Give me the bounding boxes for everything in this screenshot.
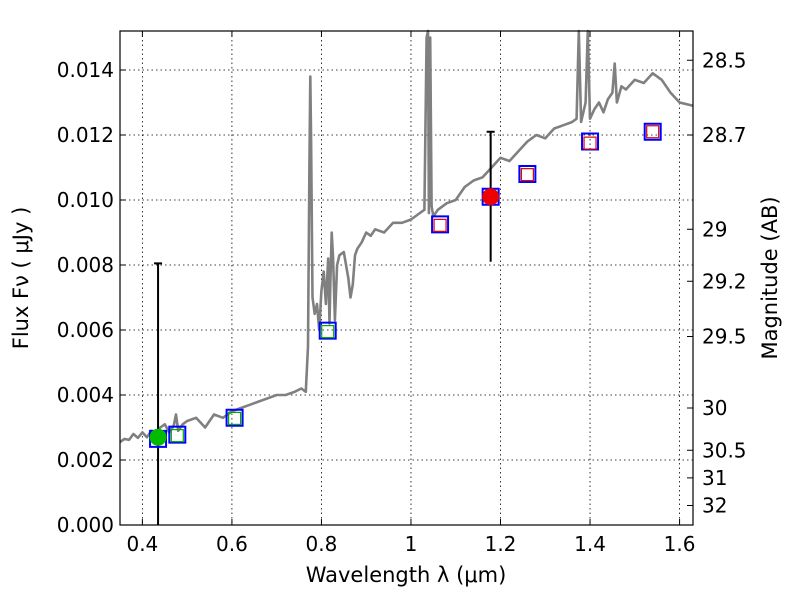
green-photometry-square: [321, 325, 335, 339]
grid-lines: [120, 31, 693, 526]
y-tick-label: 0.000: [57, 513, 114, 537]
x-tick-label: 0.6: [216, 532, 248, 556]
red-photometry-square: [433, 218, 447, 232]
axes-layer: 0.4 0.6 0.8 1 1.2 1.4 1.6 0.000 0.002 0.004 0.006 0…: [57, 31, 747, 556]
mag-tick-label: 30: [702, 396, 727, 420]
mag-tick-label: 28.7: [702, 123, 747, 147]
detection-point: [149, 428, 167, 446]
red-photometry-square: [646, 125, 660, 139]
y-tick-label: 0.002: [57, 448, 114, 472]
mag-tick-label: 29.2: [702, 269, 747, 293]
x-tick-label: 1: [405, 532, 418, 556]
mag-tick-label: 32: [702, 494, 727, 518]
model-point-square: [168, 425, 187, 444]
x-tick-label: 0.4: [126, 532, 158, 556]
y2-axis-title: Magnitude (AB): [758, 196, 782, 359]
y-axis-title: Flux Fν ( μJy ): [9, 207, 33, 350]
y-tick-label: 0.004: [57, 383, 114, 407]
x-tick-label: 1.4: [574, 532, 606, 556]
detection-point: [482, 188, 500, 206]
y-tick-label: 0.010: [57, 188, 114, 212]
red-photometry-square: [583, 136, 597, 150]
y-tick-label: 0.012: [57, 123, 114, 147]
green-photometry-square: [170, 429, 184, 443]
plot-frame: [119, 30, 694, 526]
mag-tick-label: 28.5: [702, 48, 747, 72]
x-tick-label: 1.2: [485, 532, 517, 556]
model-point-square: [431, 215, 450, 234]
x-axis-title: Wavelength λ (μm): [306, 563, 507, 587]
model-spectrum-layer: [119, 29, 694, 444]
mag-tick-label: 29.5: [702, 325, 747, 349]
y-tick-label: 0.008: [57, 253, 114, 277]
mag-tick-label: 30.5: [702, 438, 747, 462]
mag-tick-label: 29: [702, 217, 727, 241]
y-tick-label: 0.006: [57, 318, 114, 342]
photometry-points-layer: [149, 122, 662, 525]
model-point-square: [643, 122, 662, 141]
red-photometry-square: [520, 168, 534, 182]
x-tick-label: 0.8: [306, 532, 338, 556]
x-tick-label: 1.6: [664, 532, 696, 556]
green-photometry-square: [228, 411, 242, 425]
model-spectrum-line: [119, 29, 694, 444]
y-tick-label: 0.014: [57, 58, 114, 82]
model-point-square: [518, 165, 537, 183]
mag-tick-label: 31: [702, 466, 727, 490]
model-point-square: [318, 321, 337, 340]
model-point-square: [225, 408, 244, 427]
